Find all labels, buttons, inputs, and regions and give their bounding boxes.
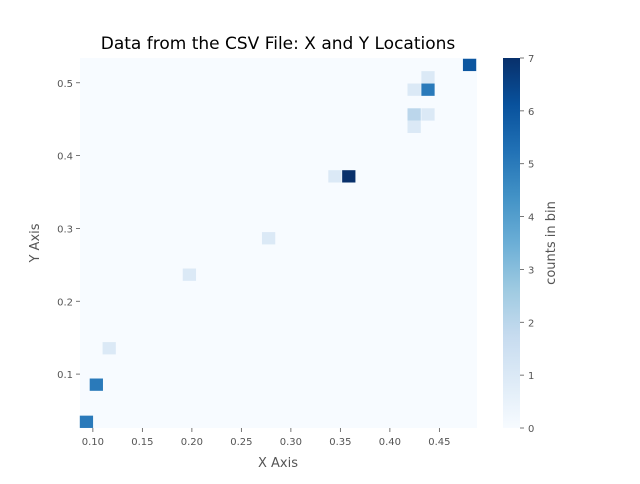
x-tick-label: 0.30 — [280, 437, 302, 448]
heatmap-cell — [407, 83, 421, 96]
colorbar-tick-label: 7 — [528, 54, 534, 65]
x-tick-label: 0.45 — [428, 437, 450, 448]
chart-title: Data from the CSV File: X and Y Location… — [101, 34, 456, 54]
y-tick-label: 0.4 — [57, 152, 73, 163]
x-tick-label: 0.40 — [379, 437, 401, 448]
y-tick-label: 0.3 — [57, 224, 73, 235]
heatmap-cells — [79, 58, 477, 428]
heatmap-cell — [79, 415, 94, 428]
heatmap-cell — [342, 170, 356, 183]
heatmap-cell — [261, 232, 276, 245]
colorbar-tick-label: 5 — [528, 160, 534, 171]
heatmap-cell — [328, 170, 342, 183]
y-tick-label: 0.5 — [57, 79, 73, 90]
x-axis-ticks: 0.10 0.15 0.20 0.25 0.30 0.35 0.40 0.45 — [82, 428, 451, 448]
heatmap-cell — [182, 268, 197, 281]
heatmap-cell — [421, 83, 435, 96]
x-tick-label: 0.25 — [230, 437, 252, 448]
heatmap-cell — [102, 342, 116, 355]
heatmap-cell — [421, 71, 435, 84]
heatmap-cell — [421, 108, 435, 121]
x-tick-label: 0.10 — [82, 437, 104, 448]
colorbar-tick-label: 0 — [528, 424, 534, 435]
colorbar-tick-label: 3 — [528, 265, 534, 276]
heatmap-cell — [462, 58, 477, 72]
colorbar — [503, 58, 520, 428]
heatmap-cell — [407, 120, 421, 133]
colorbar-tick-label: 6 — [528, 107, 534, 118]
y-tick-label: 0.1 — [57, 370, 73, 381]
colorbar-label: counts in bin — [544, 201, 559, 285]
colorbar-tick-label: 2 — [528, 318, 534, 329]
colorbar-tick-label: 4 — [528, 213, 534, 224]
y-axis-label: Y Axis — [28, 223, 43, 263]
x-tick-label: 0.20 — [181, 437, 203, 448]
colorbar-ticks: 0 1 2 3 4 5 6 7 — [520, 54, 534, 435]
x-tick-label: 0.15 — [131, 437, 153, 448]
y-axis-ticks: 0.1 0.2 0.3 0.4 0.5 — [57, 79, 80, 381]
heatmap-cell — [407, 108, 421, 121]
heatmap-cell — [89, 378, 103, 391]
colorbar-tick-label: 1 — [528, 371, 534, 382]
x-axis-label: X Axis — [258, 456, 298, 471]
x-tick-label: 0.35 — [329, 437, 351, 448]
y-tick-label: 0.2 — [57, 297, 73, 308]
